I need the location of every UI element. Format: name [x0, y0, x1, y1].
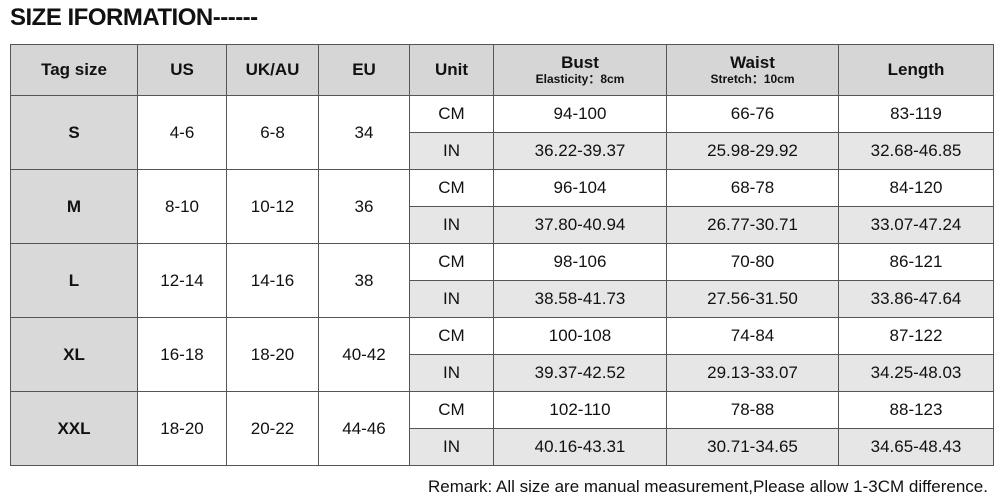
size-cell: 20-22: [226, 391, 319, 466]
tag-cell: S: [10, 95, 138, 170]
size-cell: 40-42: [318, 317, 410, 392]
measure-cell: 30.71-34.65: [666, 428, 839, 466]
measure-cell: 70-80: [666, 243, 839, 281]
header-cell: EU: [318, 44, 410, 96]
measure-cell: 26.77-30.71: [666, 206, 839, 244]
measure-cell: 32.68-46.85: [838, 132, 994, 170]
size-cell: 10-12: [226, 169, 319, 244]
measure-cell: 68-78: [666, 169, 839, 207]
measure-cell: 87-122: [838, 317, 994, 355]
measure-cell: 83-119: [838, 95, 994, 133]
size-row: XL 16-18 18-20 40-42 CM 100-108 74-84 87-122: [10, 317, 994, 392]
measure-cell: 39.37-42.52: [493, 354, 667, 392]
size-table: Tag size US UK/AU EU Unit Bust Elasticity：8cm W…: [10, 44, 994, 466]
measure-cell: IN: [409, 428, 494, 466]
tag-cell: XXL: [10, 391, 138, 466]
remark: Remark: All size are manual measurement,…: [428, 477, 988, 496]
measure-cell: CM: [409, 95, 494, 133]
measure-cell: CM: [409, 243, 494, 281]
measure-cell: IN: [409, 354, 494, 392]
header-cell: Tag size: [10, 44, 138, 96]
header-cell: Waist Stretch：10cm: [666, 44, 839, 96]
size-row: IN 39.37-42.52 29.13-33.07 34.25-48.03: [11, 354, 994, 392]
size-row: IN 37.80-40.94 26.77-30.71 33.07-47.24: [11, 206, 994, 244]
header-note: Elasticity：8cm: [535, 71, 625, 86]
header-cell: Unit: [409, 44, 494, 96]
measure-cell: 86-121: [838, 243, 994, 281]
header-cell: UK/AU: [226, 44, 319, 96]
measure-cell: 66-76: [666, 95, 839, 133]
measure-cell: 98-106: [493, 243, 667, 281]
measure-cell: 40.16-43.31: [493, 428, 667, 466]
header-cell: US: [137, 44, 227, 96]
measure-cell: 29.13-33.07: [666, 354, 839, 392]
measure-cell: 34.65-48.43: [838, 428, 994, 466]
measure-cell: IN: [409, 280, 494, 318]
measure-cell: 33.07-47.24: [838, 206, 994, 244]
measure-cell: 84-120: [838, 169, 994, 207]
measure-cell: 25.98-29.92: [666, 132, 839, 170]
size-cell: 18-20: [226, 317, 319, 392]
measure-cell: CM: [409, 391, 494, 429]
measure-cell: 34.25-48.03: [838, 354, 994, 392]
measure-cell: IN: [409, 132, 494, 170]
measure-cell: CM: [409, 317, 494, 355]
measure-cell: 38.58-41.73: [493, 280, 667, 318]
measure-cell: IN: [409, 206, 494, 244]
size-cell: 12-14: [137, 243, 227, 318]
measure-cell: 78-88: [666, 391, 839, 429]
measure-cell: 74-84: [666, 317, 839, 355]
header-note: Stretch：10cm: [710, 71, 795, 86]
size-cell: 36: [318, 169, 410, 244]
size-row: L 12-14 14-16 38 CM 98-106 70-80 86-121: [10, 243, 994, 318]
size-row: IN 38.58-41.73 27.56-31.50 33.86-47.64: [11, 280, 994, 318]
size-cell: 44-46: [318, 391, 410, 466]
header-row: Tag size US UK/AU EU Unit Bust Elasticity：8cm W…: [10, 44, 994, 96]
size-cell: 16-18: [137, 317, 227, 392]
header-label: Waist: [730, 53, 775, 73]
size-cell: 34: [318, 95, 410, 170]
measure-cell: 27.56-31.50: [666, 280, 839, 318]
size-cell: 18-20: [137, 391, 227, 466]
header-cell: Length: [838, 44, 994, 96]
measure-cell: 96-104: [493, 169, 667, 207]
measure-cell: 33.86-47.64: [838, 280, 994, 318]
size-row: M 8-10 10-12 36 CM 96-104 68-78 84-120: [10, 169, 994, 244]
measure-cell: 100-108: [493, 317, 667, 355]
size-row: S 4-6 6-8 34 CM 94-100 66-76 83-119: [10, 95, 994, 170]
size-row: IN 36.22-39.37 25.98-29.92 32.68-46.85: [11, 132, 994, 170]
header-label: Bust: [561, 53, 599, 73]
title: SIZE IFORMATION------: [10, 4, 258, 31]
size-cell: 6-8: [226, 95, 319, 170]
size-row: XXL 18-20 20-22 44-46 CM 102-110 78-88 88-123: [10, 391, 994, 466]
measure-cell: 36.22-39.37: [493, 132, 667, 170]
header-cell: Bust Elasticity：8cm: [493, 44, 667, 96]
measure-cell: CM: [409, 169, 494, 207]
measure-cell: 102-110: [493, 391, 667, 429]
tag-cell: L: [10, 243, 138, 318]
size-cell: 8-10: [137, 169, 227, 244]
size-cell: 4-6: [137, 95, 227, 170]
size-cell: 38: [318, 243, 410, 318]
measure-cell: 37.80-40.94: [493, 206, 667, 244]
measure-cell: 88-123: [838, 391, 994, 429]
tag-cell: XL: [10, 317, 138, 392]
tag-cell: M: [10, 169, 138, 244]
size-row: IN 40.16-43.31 30.71-34.65 34.65-48.43: [11, 428, 994, 466]
size-cell: 14-16: [226, 243, 319, 318]
table-body: Tag size US UK/AU EU Unit Bust Elasticity：8cm W…: [10, 44, 994, 466]
measure-cell: 94-100: [493, 95, 667, 133]
